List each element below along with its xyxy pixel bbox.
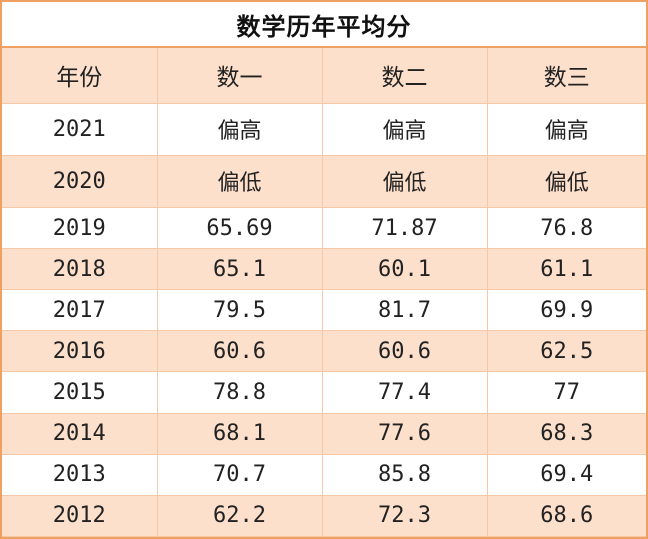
math-2-cell: 偏高 [322, 103, 488, 156]
table-row: 2018 65.1 60.1 61.1 [2, 248, 646, 291]
table-row: 2021 偏高 偏高 偏高 [2, 103, 646, 156]
math-3-cell: 76.8 [487, 207, 646, 250]
table-row: 2020 偏低 偏低 偏低 [2, 155, 646, 209]
year-cell: 2012 [2, 495, 158, 538]
table-row: 2017 79.5 81.7 69.9 [2, 289, 646, 332]
math-3-cell: 68.6 [487, 495, 646, 538]
math-1-cell: 65.69 [157, 207, 323, 250]
year-cell: 2013 [2, 454, 158, 496]
math-1-cell: 65.1 [157, 248, 323, 291]
math-2-cell: 71.87 [322, 207, 488, 250]
math-1-cell: 偏高 [157, 103, 323, 156]
table-row: 2019 65.69 71.87 76.8 [2, 207, 646, 250]
math-2-cell: 85.8 [322, 454, 488, 496]
math-2-cell: 偏低 [322, 155, 488, 209]
math-1-cell: 62.2 [157, 495, 323, 538]
math-1-cell: 60.6 [157, 330, 323, 373]
math-3-cell: 61.1 [487, 248, 646, 291]
math-1-cell: 偏低 [157, 155, 323, 209]
math-3-cell: 69.9 [487, 289, 646, 332]
math-1-cell: 68.1 [157, 413, 323, 455]
table-row: 2012 62.2 72.3 68.6 [2, 495, 646, 538]
math-3-cell: 偏低 [487, 155, 646, 209]
math-3-cell: 62.5 [487, 330, 646, 373]
year-cell: 2015 [2, 371, 158, 414]
year-cell: 2019 [2, 207, 158, 250]
math-3-cell: 69.4 [487, 454, 646, 496]
year-cell: 2020 [2, 155, 158, 209]
math-1-cell: 70.7 [157, 454, 323, 496]
math-2-cell: 60.6 [322, 330, 488, 373]
math-2-cell: 77.4 [322, 371, 488, 414]
table-title: 数学历年平均分 [2, 2, 646, 48]
table-row: 2016 60.6 60.6 62.5 [2, 330, 646, 373]
table-row: 2014 68.1 77.6 68.3 [2, 413, 646, 455]
year-cell: 2014 [2, 413, 158, 455]
math-2-cell: 72.3 [322, 495, 488, 538]
header-row: 年份 数一 数二 数三 [2, 47, 646, 104]
header-math-2: 数二 [322, 47, 488, 104]
math-1-cell: 79.5 [157, 289, 323, 332]
year-cell: 2017 [2, 289, 158, 332]
table-row: 2015 78.8 77.4 77 [2, 371, 646, 414]
math-2-cell: 81.7 [322, 289, 488, 332]
header-year: 年份 [2, 47, 158, 104]
math-1-cell: 78.8 [157, 371, 323, 414]
math-3-cell: 68.3 [487, 413, 646, 455]
math-3-cell: 偏高 [487, 103, 646, 156]
table-row: 2013 70.7 85.8 69.4 [2, 454, 646, 496]
math-3-cell: 77 [487, 371, 646, 414]
math-2-cell: 60.1 [322, 248, 488, 291]
math-2-cell: 77.6 [322, 413, 488, 455]
year-cell: 2016 [2, 330, 158, 373]
year-cell: 2021 [2, 103, 158, 156]
header-math-3: 数三 [487, 47, 646, 104]
header-math-1: 数一 [157, 47, 323, 104]
year-cell: 2018 [2, 248, 158, 291]
